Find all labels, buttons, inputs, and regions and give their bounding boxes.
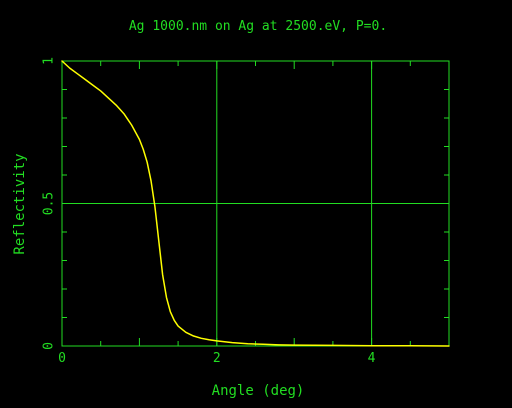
y-tick-label-1: 1 [42, 57, 57, 65]
series-group [61, 60, 450, 347]
grid-lines [62, 61, 449, 346]
series-line-0 [61, 60, 450, 347]
chart-title: Ag 1000.nm on Ag at 2500.eV, P=0. [129, 19, 387, 34]
x-axis-label: Angle (deg) [212, 383, 305, 399]
x-tick-label-0: 0 [58, 351, 66, 366]
y-axis-label: Reflectivity [12, 153, 28, 254]
x-tick-label-2: 2 [213, 351, 221, 366]
y-tick-label-0_5: 0.5 [42, 192, 57, 215]
axis-ticks [61, 60, 450, 347]
y-tick-label-0: 0 [42, 342, 57, 350]
x-tick-label-4: 4 [368, 351, 376, 366]
tick-labels: 0 2 4 0 0.5 1 [42, 57, 376, 366]
